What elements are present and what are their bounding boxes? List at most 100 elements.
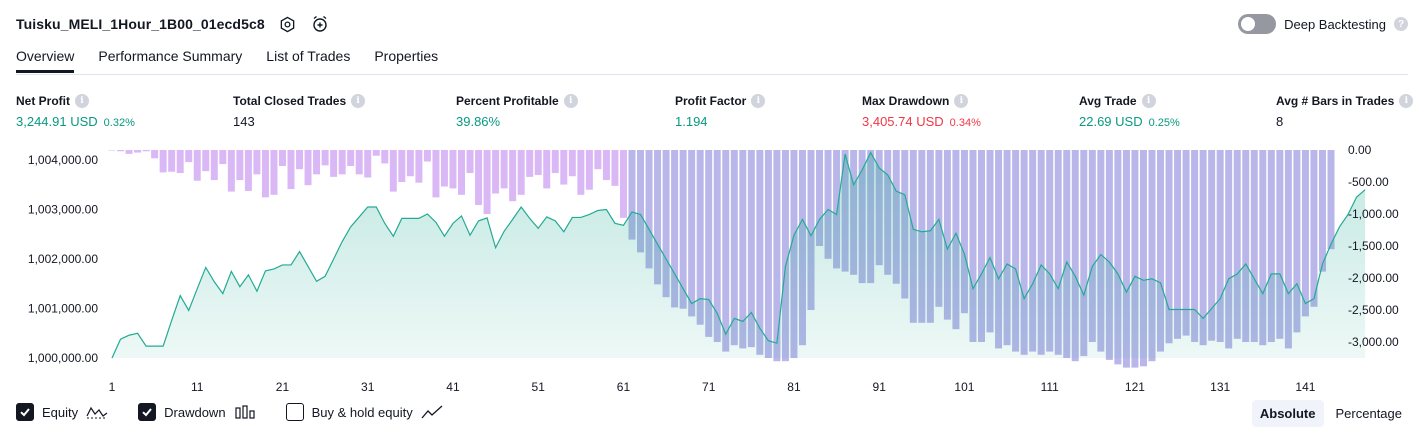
- x-tick-label: 101: [954, 380, 974, 394]
- drawdown-bar: [210, 150, 218, 181]
- tab-overview[interactable]: Overview: [16, 48, 75, 73]
- metric-value: 3,405.74 USD: [862, 114, 944, 129]
- drawdown-bar: [219, 150, 227, 165]
- y-right-tick-label: -1,000.00: [1348, 207, 1399, 221]
- drawdown-bar: [1191, 150, 1199, 342]
- drawdown-bar: [423, 150, 431, 162]
- metric-value: 39.86%: [456, 114, 501, 129]
- deep-backtesting: Deep Backtesting ?: [1238, 14, 1408, 34]
- left-axis: 1,000,000.00 1,001,000.00 1,002,000.00 1,00…: [28, 153, 98, 365]
- drawdown-bar: [654, 150, 662, 285]
- drawdown-bar: [151, 150, 159, 159]
- add-alert-icon[interactable]: [311, 15, 329, 33]
- drawdown-bar: [1003, 150, 1011, 346]
- info-icon[interactable]: i: [75, 94, 89, 108]
- metric-value: 143: [233, 114, 255, 129]
- drawdown-bar: [1071, 150, 1079, 362]
- drawdown-bar: [705, 150, 713, 337]
- legend-drawdown[interactable]: Drawdown: [138, 403, 255, 421]
- drawdown-bar: [253, 150, 261, 175]
- drawdown-bar: [278, 150, 286, 166]
- drawdown-bar: [534, 150, 542, 175]
- y-right-tick-label: -1,500.00: [1348, 239, 1399, 253]
- drawdown-bar: [1139, 150, 1147, 367]
- x-tick-label: 111: [1041, 380, 1060, 394]
- drawdown-bar: [1267, 150, 1275, 342]
- x-tick-label: 131: [1210, 380, 1230, 394]
- metric-percent: 0.34%: [949, 117, 981, 129]
- drawdown-bar: [986, 150, 994, 333]
- info-icon[interactable]: i: [1141, 94, 1156, 108]
- drawdown-bar: [1225, 150, 1233, 349]
- info-icon[interactable]: i: [751, 94, 766, 108]
- legend-buy-hold[interactable]: Buy & hold equity: [285, 403, 443, 421]
- deep-backtesting-label: Deep Backtesting: [1284, 16, 1386, 32]
- drawdown-bar: [1199, 150, 1207, 346]
- tab-bar: Overview Performance Summary List of Tra…: [16, 48, 438, 73]
- deep-backtesting-toggle[interactable]: [1238, 14, 1277, 34]
- drawdown-bar: [764, 150, 772, 358]
- drawdown-bar: [296, 150, 304, 170]
- x-tick-label: 81: [787, 380, 801, 394]
- equity-checkbox[interactable]: [16, 403, 34, 421]
- settings-icon[interactable]: [279, 15, 297, 33]
- drawdown-bar: [432, 150, 440, 198]
- drawdown-bar: [713, 150, 721, 342]
- drawdown-bar: [637, 150, 645, 253]
- drawdown-bar: [1080, 150, 1088, 357]
- metric-label: Avg Trade: [1079, 94, 1137, 108]
- drawdown-bar: [1284, 150, 1292, 349]
- metric-label: Max Drawdown: [862, 94, 950, 108]
- drawdown-bar: [585, 150, 593, 190]
- drawdown-bar: [381, 150, 389, 164]
- x-tick-label: 51: [532, 380, 546, 394]
- drawdown-bar: [730, 150, 738, 346]
- x-tick-label: 1: [109, 380, 116, 394]
- buy-hold-checkbox[interactable]: [285, 403, 304, 421]
- percentage-button[interactable]: Percentage: [1335, 406, 1403, 421]
- info-icon[interactable]: i: [351, 94, 366, 108]
- drawdown-checkbox[interactable]: [138, 403, 157, 421]
- drawdown-bar: [509, 150, 517, 202]
- drawdown-bar: [568, 150, 576, 177]
- x-tick-label: 61: [617, 380, 631, 394]
- info-icon[interactable]: i: [954, 94, 969, 108]
- drawdown-bar: [577, 150, 585, 195]
- equity-line: [111, 151, 1366, 359]
- metric-total-closed-trades: Total Closed Trades i 143: [233, 94, 366, 129]
- drawdown-bar: [492, 150, 500, 194]
- drawdown-bar: [338, 150, 346, 175]
- drawdown-bar: [236, 150, 244, 181]
- legend-equity[interactable]: Equity: [16, 403, 108, 421]
- tab-performance-summary[interactable]: Performance Summary: [98, 48, 243, 64]
- drawdown-bar: [1148, 150, 1156, 362]
- drawdown-bar: [1327, 150, 1335, 250]
- drawdown-bar: [696, 150, 704, 325]
- buy-hold-line-icon: [421, 405, 443, 419]
- drawdown-bar: [1122, 150, 1130, 368]
- tab-properties[interactable]: Properties: [374, 48, 439, 64]
- drawdown-bar: [355, 150, 363, 175]
- right-axis: 0.00 -500.00 -1,000.00 -1,500.00 -2,000.00 -2…: [1348, 143, 1399, 349]
- x-tick-label: 21: [276, 380, 290, 394]
- tab-list-of-trades[interactable]: List of Trades: [266, 48, 351, 64]
- help-icon[interactable]: ?: [1394, 17, 1408, 31]
- header: Tuisku_MELI_1Hour_1B00_01ecd5c8: [16, 14, 329, 34]
- drawdown-bar: [108, 150, 116, 151]
- y-right-tick-label: -3,000.00: [1348, 335, 1399, 349]
- drawdown-bar: [321, 150, 329, 166]
- y-left-tick-label: 1,000,000.00: [28, 351, 98, 365]
- metric-value: 22.69 USD: [1079, 114, 1143, 129]
- drawdown-bar: [722, 150, 730, 352]
- drawdown-bar: [1046, 150, 1054, 352]
- metric-label: Total Closed Trades: [233, 94, 347, 108]
- info-icon[interactable]: i: [1399, 94, 1414, 108]
- absolute-button[interactable]: Absolute: [1251, 400, 1324, 427]
- drawdown-bar: [739, 150, 747, 349]
- info-icon[interactable]: i: [563, 94, 578, 108]
- metric-net-profit: Net Profit i 3,244.91 USD 0.32%: [16, 94, 135, 129]
- drawdown-bar: [159, 150, 167, 173]
- drawdown-bar: [475, 150, 483, 206]
- drawdown-bar: [1054, 150, 1062, 355]
- drawdown-bar: [1165, 150, 1173, 344]
